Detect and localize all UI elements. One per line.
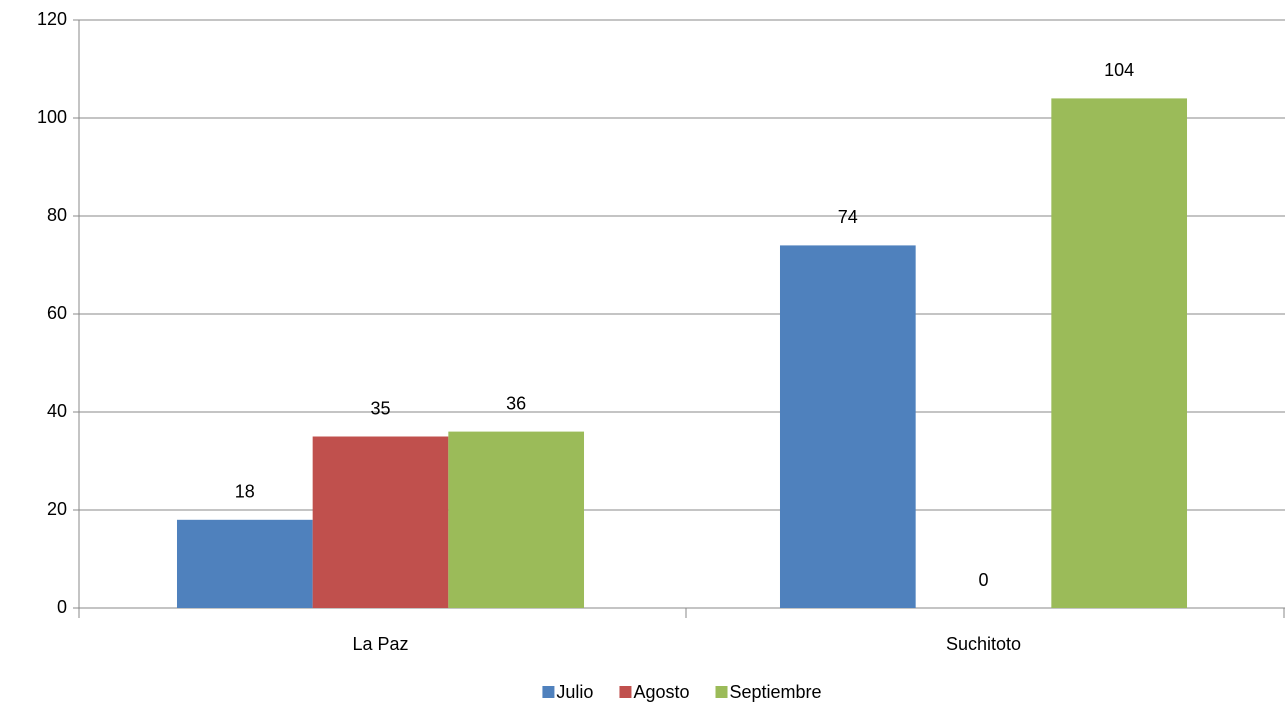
y-tick-label: 40 bbox=[47, 401, 67, 421]
bar bbox=[779, 245, 916, 608]
legend-label: Julio bbox=[556, 682, 593, 702]
legend-label: Agosto bbox=[633, 682, 689, 702]
bar bbox=[312, 436, 449, 608]
legend-swatch bbox=[619, 686, 632, 698]
y-tick-label: 100 bbox=[37, 107, 67, 127]
bar bbox=[1051, 98, 1188, 609]
y-tick-label: 120 bbox=[37, 9, 67, 29]
data-label: 74 bbox=[838, 207, 858, 227]
x-tick-label: La Paz bbox=[352, 634, 408, 654]
bar bbox=[448, 431, 585, 608]
y-tick-label: 0 bbox=[57, 597, 67, 617]
x-tick-label: Suchitoto bbox=[946, 634, 1021, 654]
y-tick-label: 60 bbox=[47, 303, 67, 323]
legend-swatch bbox=[542, 686, 555, 698]
data-label: 18 bbox=[235, 482, 255, 502]
data-label: 104 bbox=[1104, 60, 1134, 80]
bar bbox=[176, 519, 313, 608]
legend-swatch bbox=[715, 686, 728, 698]
y-tick-label: 20 bbox=[47, 499, 67, 519]
data-label: 35 bbox=[370, 398, 390, 418]
y-tick-label: 80 bbox=[47, 205, 67, 225]
data-label: 36 bbox=[506, 393, 526, 413]
legend-label: Septiembre bbox=[730, 682, 822, 702]
data-label: 0 bbox=[978, 570, 988, 590]
